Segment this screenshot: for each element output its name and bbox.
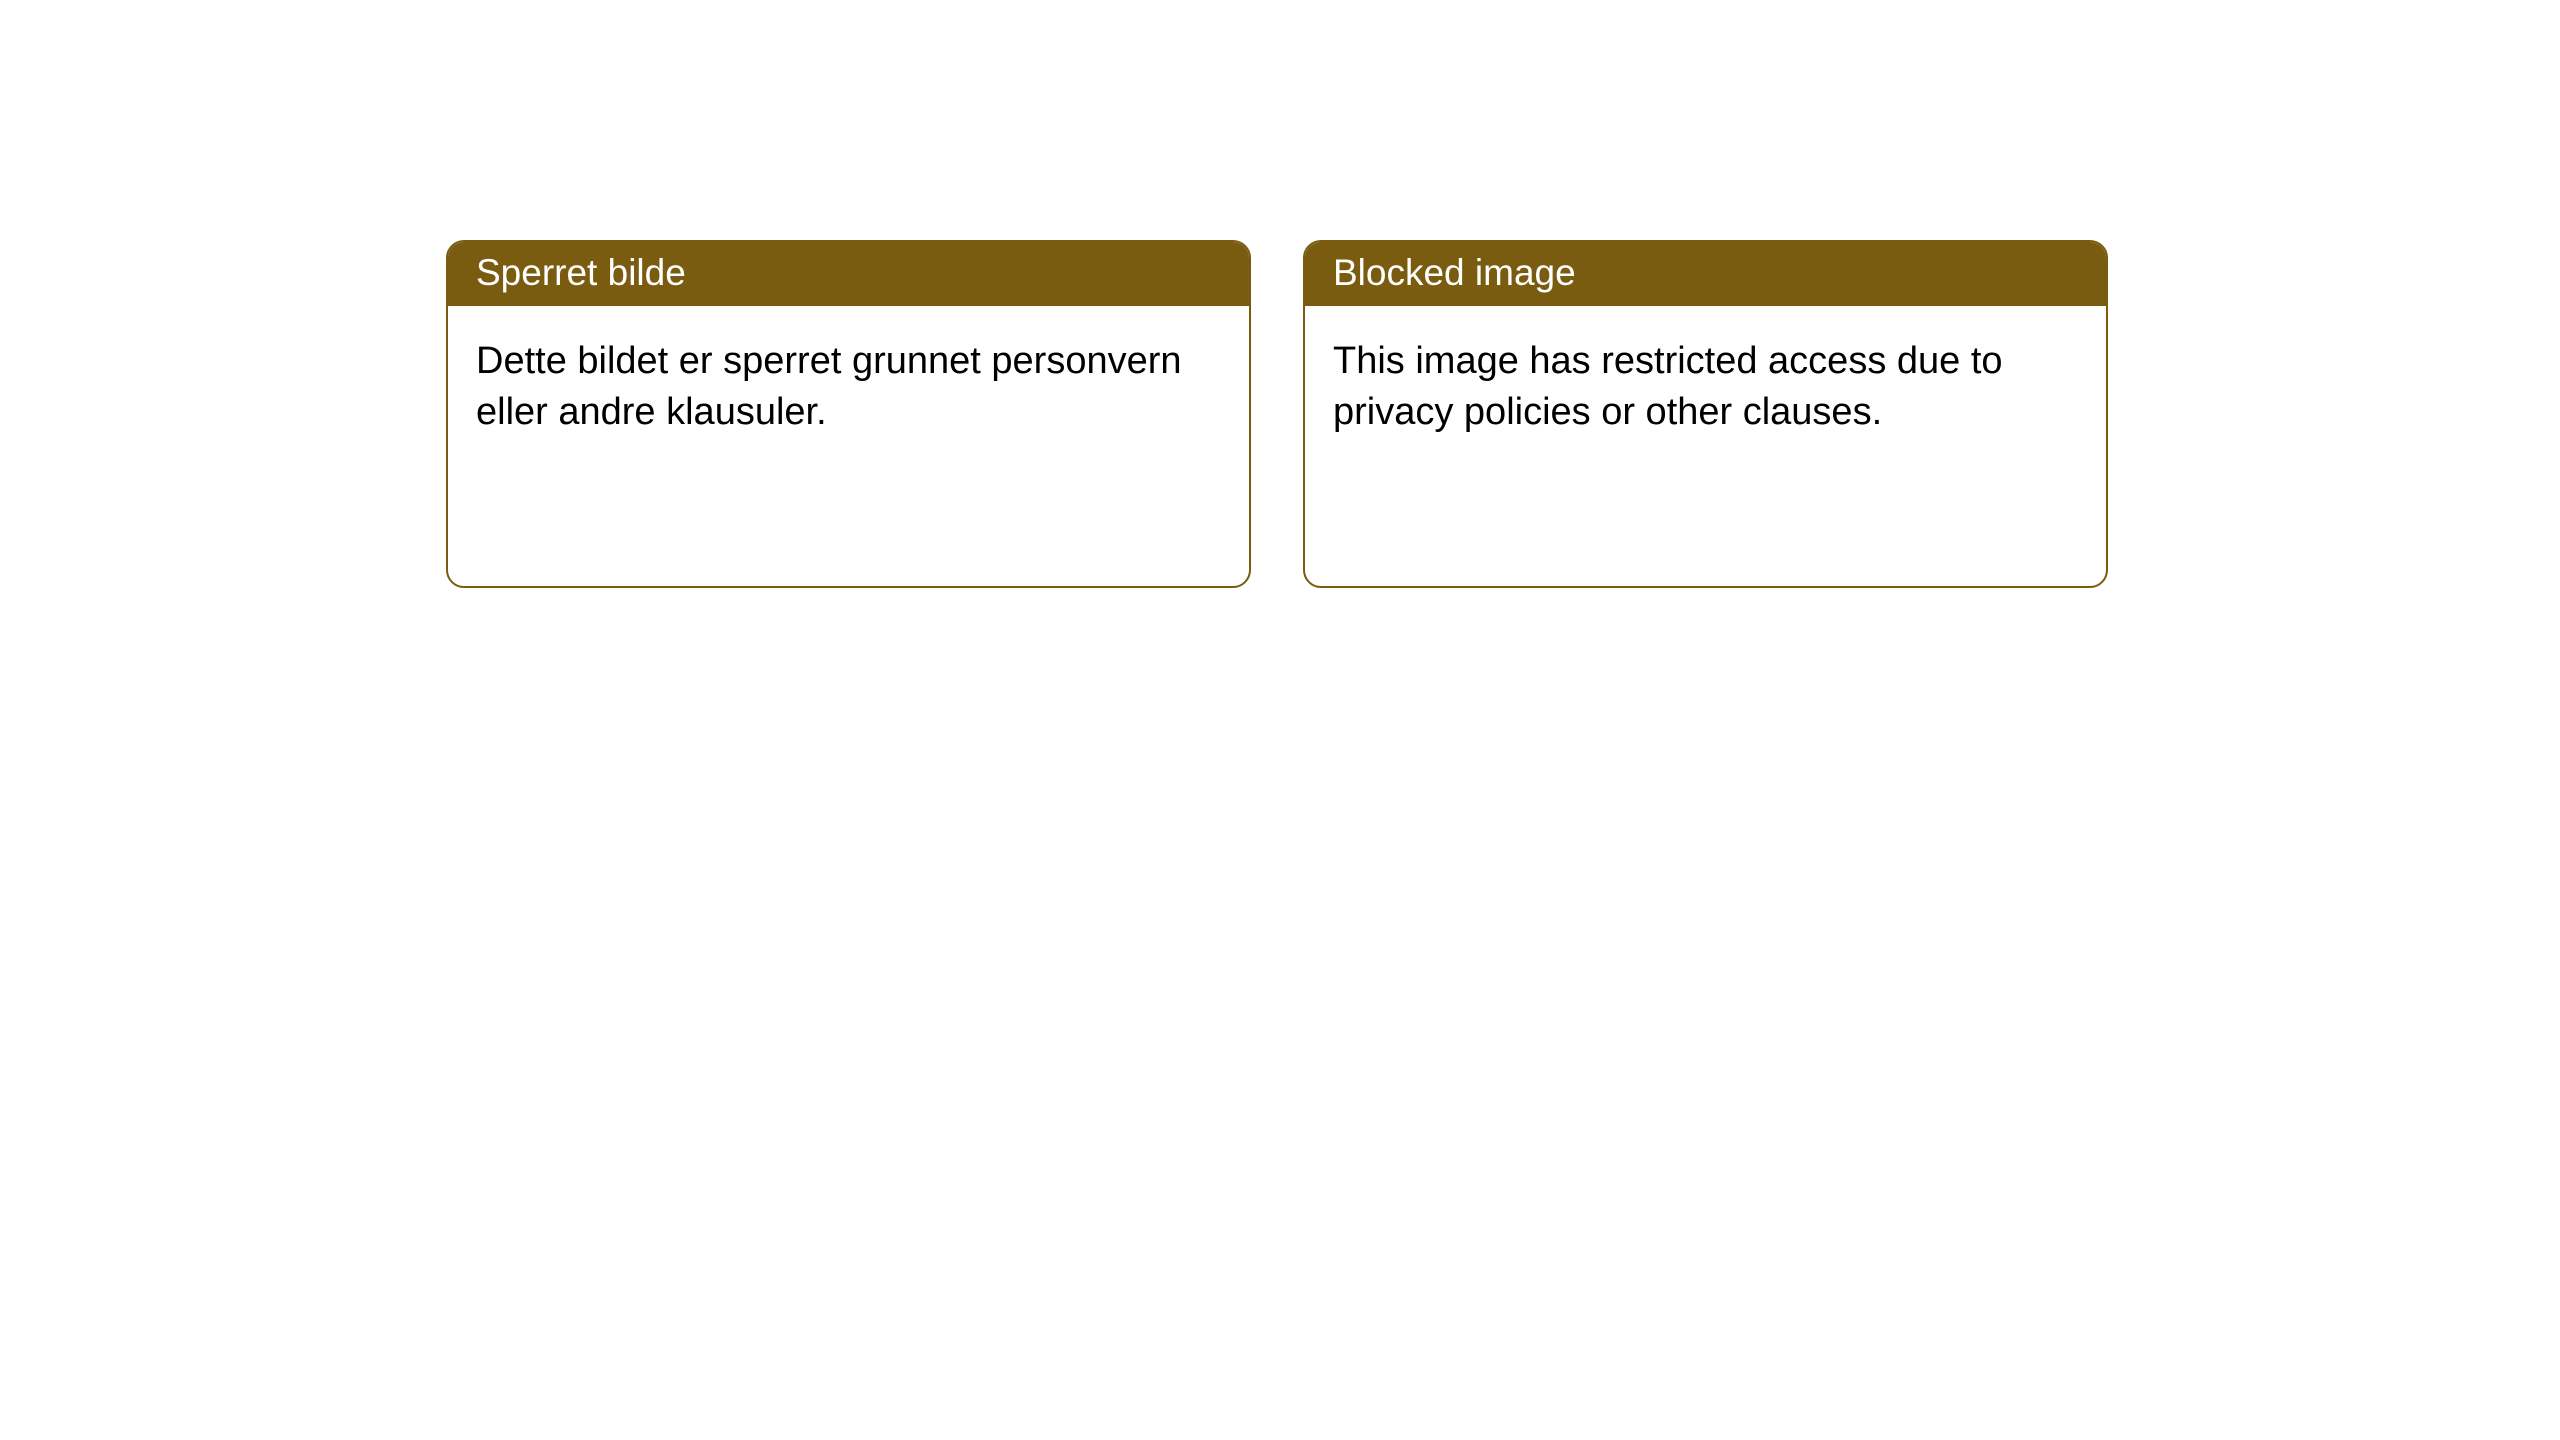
notice-body: This image has restricted access due to … [1305,306,2106,586]
notice-message: This image has restricted access due to … [1333,340,2003,433]
notice-title: Blocked image [1333,252,1576,293]
notice-header: Sperret bilde [448,242,1249,306]
notice-container: Sperret bilde Dette bildet er sperret gr… [0,0,2560,588]
notice-card-english: Blocked image This image has restricted … [1303,240,2108,588]
notice-body: Dette bildet er sperret grunnet personve… [448,306,1249,586]
notice-message: Dette bildet er sperret grunnet personve… [476,340,1182,433]
notice-title: Sperret bilde [476,252,686,293]
notice-card-norwegian: Sperret bilde Dette bildet er sperret gr… [446,240,1251,588]
notice-header: Blocked image [1305,242,2106,306]
